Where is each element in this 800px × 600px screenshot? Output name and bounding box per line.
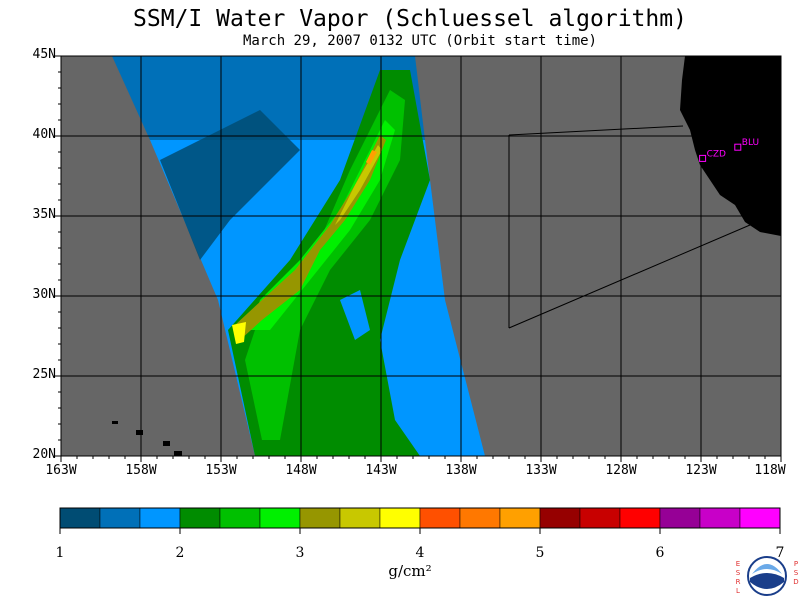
lon-tick-label: 118W [754,463,786,478]
logo-letter: R [735,578,741,586]
lat-tick-label: 30N [32,287,56,302]
colorbar-tick-label: 4 [415,545,425,561]
colorbar-swatch [299,507,341,529]
swath-yellow-core [335,145,382,225]
swath-bright-green-region [250,120,395,330]
region-boundary-line [508,125,684,136]
lat-tick-label: 20N [32,447,56,462]
lon-tick-label: 143W [365,463,397,478]
colorbar-swatch [619,507,661,529]
lon-tick-label: 128W [605,463,637,478]
colorbar-swatch [459,507,501,529]
lat-tick-label: 25N [32,367,56,382]
station-marker [734,143,742,151]
station-marker [699,154,707,162]
lon-tick-label: 123W [685,463,717,478]
colorbar-swatch [379,507,421,529]
logo-letter: S [793,569,799,577]
logo-letter: L [736,587,740,595]
logo-letter: E [735,560,741,568]
hawaii-islands [112,421,182,456]
colorbar-swatch [179,507,221,529]
colorbar-swatch [259,507,301,529]
colorbar-tick-label: 3 [295,545,305,561]
swath-yellow-south [232,322,246,344]
colorbar-swatch [579,507,621,529]
colorbar [59,507,781,534]
lon-tick-label: 148W [285,463,317,478]
lat-tick-label: 35N [32,207,56,222]
colorbar-swatch [339,507,381,529]
lat-tick-label: 45N [32,47,56,62]
colorbar-unit: g/cm² [388,562,432,580]
noaa-emblem-icon [747,556,787,596]
colorbar-tick-label: 5 [535,545,545,561]
graticule [61,56,781,456]
lon-tick-label: 163W [45,463,77,478]
map-frame [60,55,782,457]
colorbar-tick-label: 1 [55,545,65,561]
lon-tick-label: 138W [445,463,477,478]
lat-tick-label: 40N [32,127,56,142]
colorbar-swatch [99,507,141,529]
swath-dry-region [112,56,425,140]
colorbar-swatch [659,507,701,529]
station-label: CZD [707,149,726,159]
logo-letter: P [793,560,799,568]
region-boundary-diagonal [508,224,751,329]
colorbar-swatch [139,507,181,529]
colorbar-tick-label: 7 [775,545,785,561]
colorbar-swatch [499,507,541,529]
chart-subtitle: March 29, 2007 0132 UTC (Orbit start tim… [242,33,597,49]
chart-title: SSM/I Water Vapor (Schluessel algorithm) [133,6,687,32]
colorbar-tick-label: 6 [655,545,665,561]
colorbar-swatch [539,507,581,529]
logo-letter: S [735,569,741,577]
station-label: BLU [742,138,759,148]
lon-tick-label: 133W [525,463,557,478]
colorbar-swatch [219,507,261,529]
colorbar-swatch [739,507,781,529]
logo-letter: D [793,578,799,586]
colorbar-swatch [59,507,101,529]
swath-orange-spot [366,150,377,165]
swath-blue-patch [340,290,370,340]
colorbar-swatch [419,507,461,529]
lon-tick-label: 158W [125,463,157,478]
lon-tick-label: 153W [205,463,237,478]
california-coast [680,56,781,236]
colorbar-tick-label: 2 [175,545,185,561]
swath-darkblue-region [160,110,300,260]
colorbar-swatch [699,507,741,529]
